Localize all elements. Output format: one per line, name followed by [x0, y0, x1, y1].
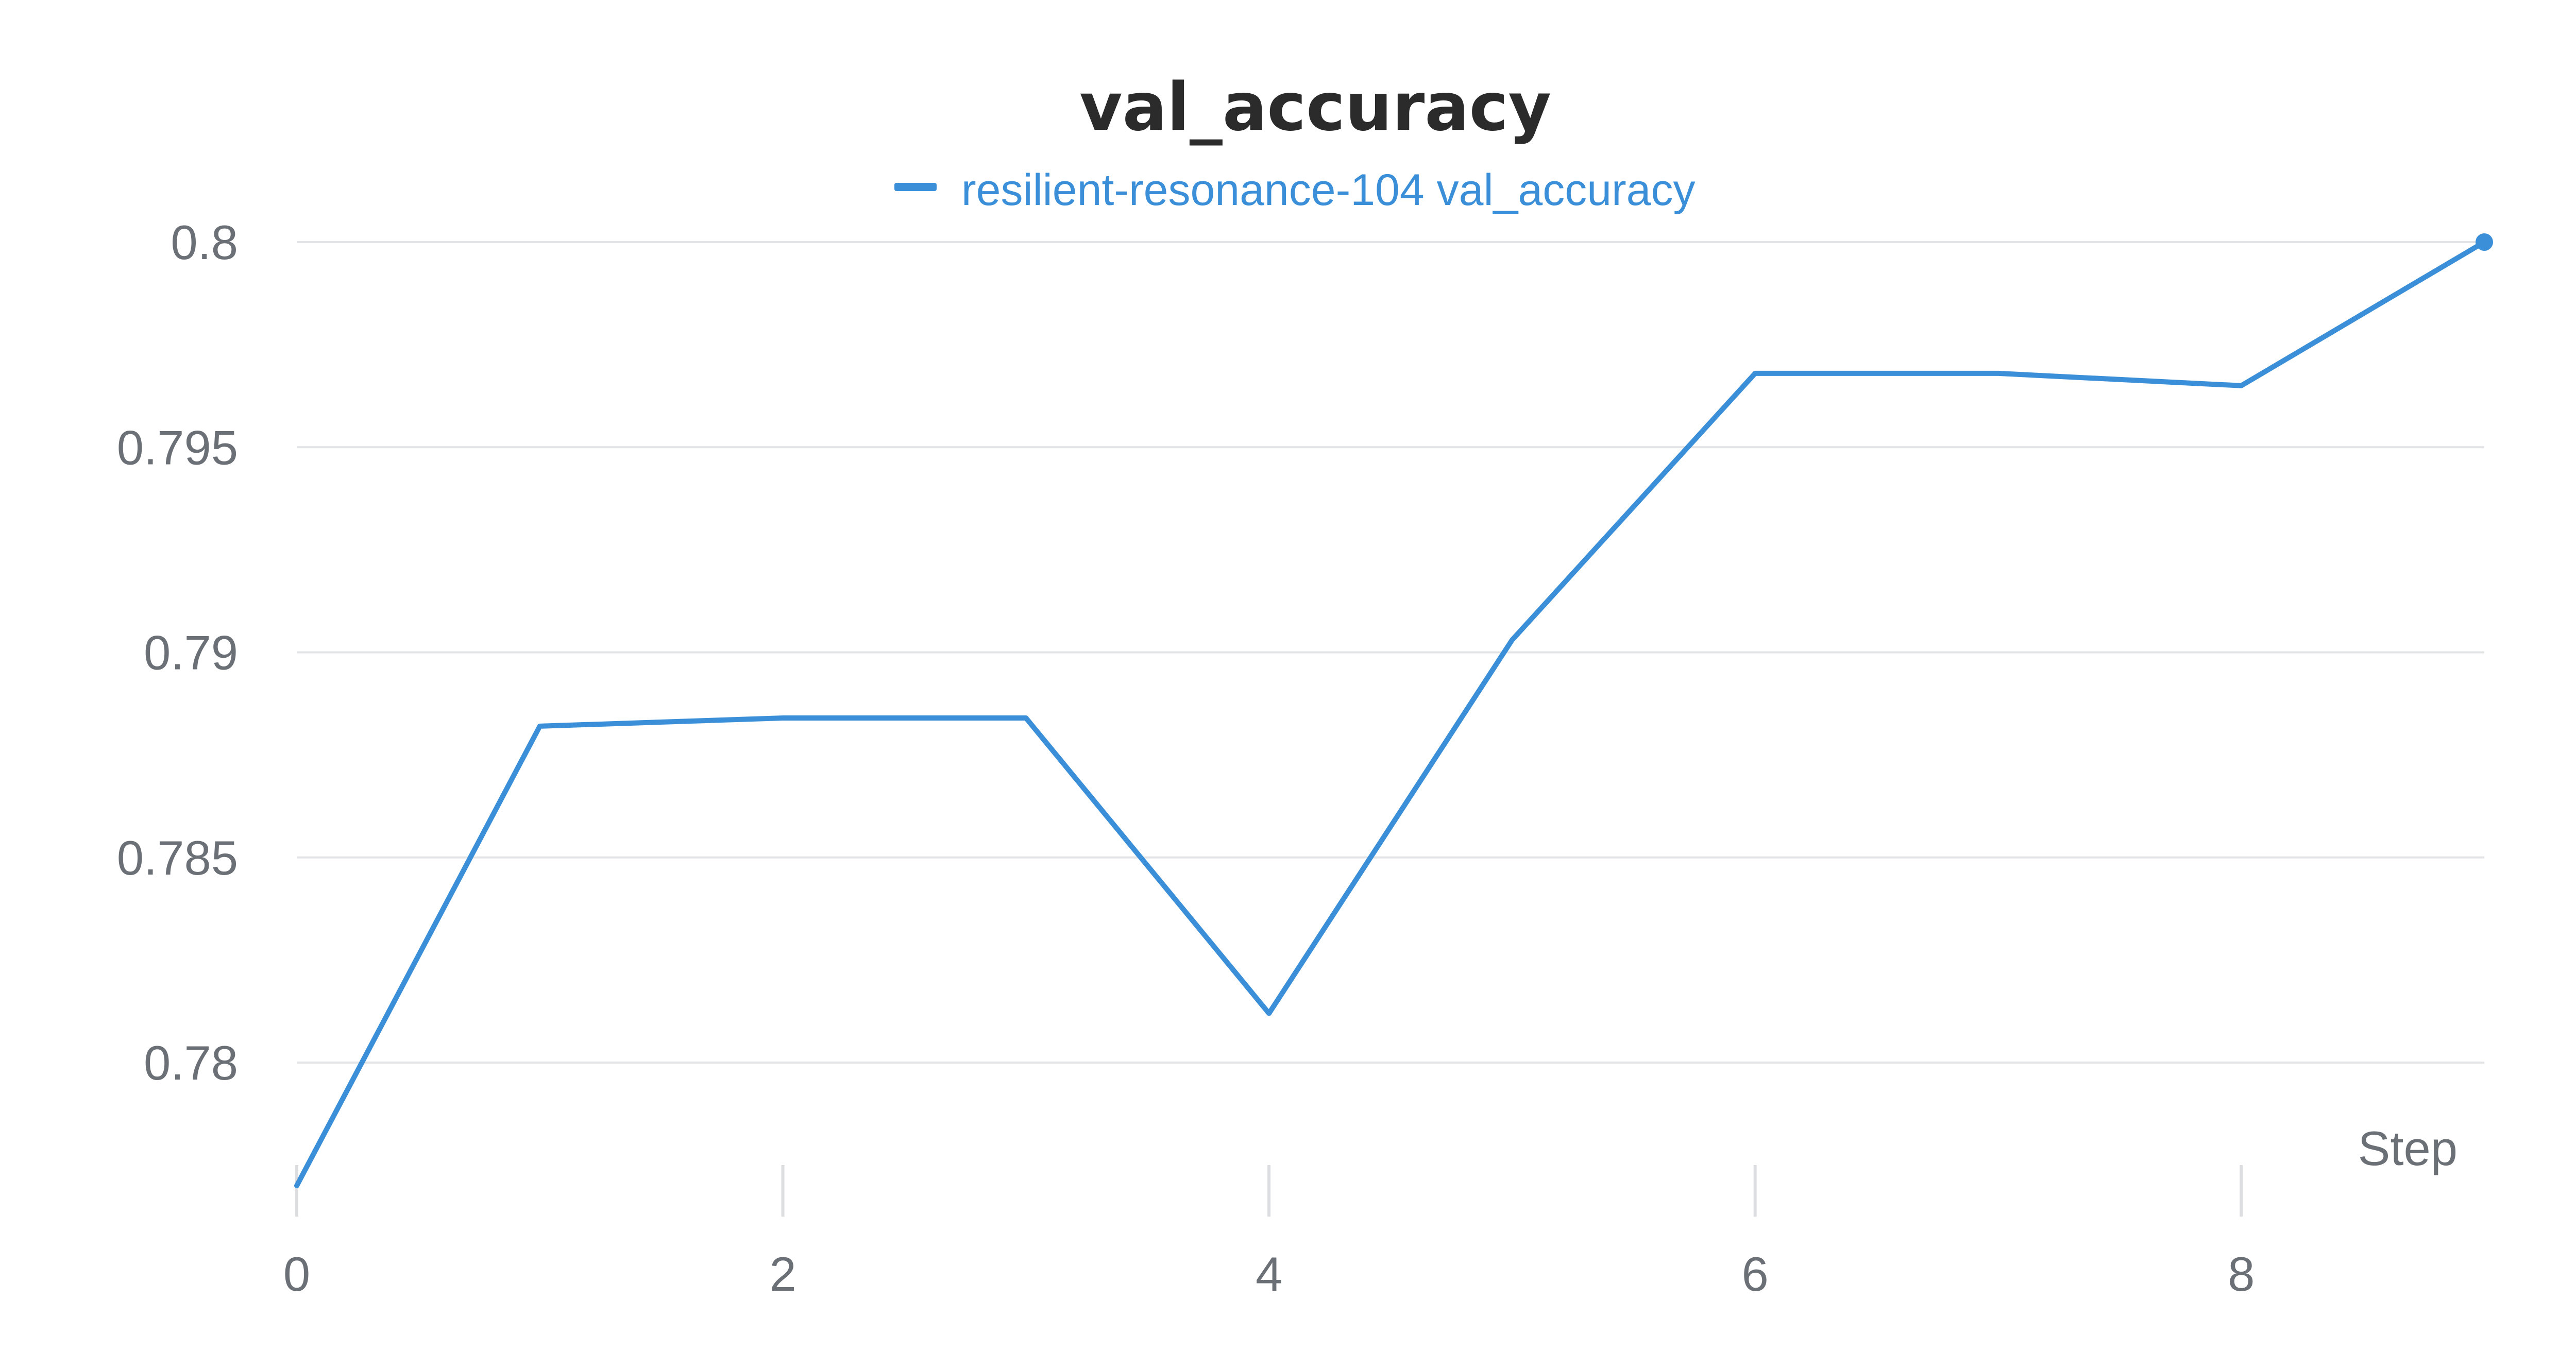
x-axis: 0 2 4 6 8 [283, 1165, 2255, 1301]
x-tick-label: 8 [2228, 1247, 2255, 1301]
x-tick-label: 0 [283, 1247, 310, 1301]
legend-label: resilient-resonance-104 val_accuracy [961, 165, 1696, 215]
y-tick-label: 0.8 [171, 215, 238, 269]
x-tick-label: 2 [769, 1247, 796, 1301]
y-tick-label: 0.785 [117, 831, 238, 885]
chart-title: val_accuracy [1079, 69, 1551, 146]
y-tick-label: 0.78 [144, 1036, 238, 1090]
series-line[interactable] [294, 240, 2487, 1189]
y-axis: 0.78 0.785 0.79 0.795 0.8 [117, 215, 238, 1090]
x-tick-label: 4 [1256, 1247, 1282, 1301]
y-gridlines [297, 241, 2484, 1064]
plot-area[interactable] [294, 233, 2493, 1189]
y-tick-label: 0.79 [144, 626, 238, 680]
x-axis-label: Step [2358, 1121, 2458, 1175]
legend[interactable]: resilient-resonance-104 val_accuracy [894, 165, 1696, 215]
series-end-point[interactable] [2476, 233, 2493, 251]
legend-swatch [894, 183, 937, 191]
x-tick-label: 6 [1742, 1247, 1769, 1301]
y-tick-label: 0.795 [117, 420, 238, 474]
